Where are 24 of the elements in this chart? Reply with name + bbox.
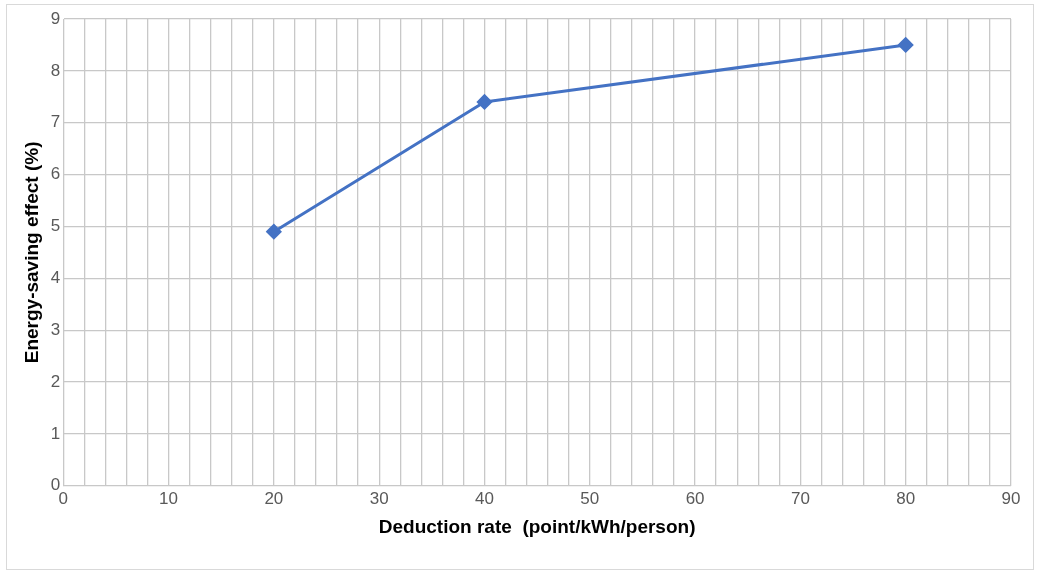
x-tick-label: 30 <box>369 488 389 508</box>
x-tick-label: 70 <box>790 488 810 508</box>
point <box>898 37 914 53</box>
y-tick-label: 0 <box>50 475 61 495</box>
y-tick-label: 2 <box>50 371 61 391</box>
y-tick-label: 5 <box>50 216 61 236</box>
x-tick-label: 90 <box>1001 488 1021 508</box>
point <box>476 94 492 110</box>
y-tick-label: 6 <box>50 164 61 184</box>
x-tick-label: 20 <box>264 488 284 508</box>
y-tick-label: 1 <box>50 423 61 443</box>
y-tick-label: 9 <box>50 8 61 28</box>
x-axis-title: Deduction rate (point/kWh/person) <box>378 515 696 537</box>
y-tick-label: 8 <box>50 60 61 80</box>
x-tick-label: 50 <box>580 488 600 508</box>
x-tick-label: 60 <box>685 488 705 508</box>
point <box>266 224 282 240</box>
x-tick-label: 10 <box>159 488 179 508</box>
x-tick-label: 80 <box>896 488 916 508</box>
x-tick-label: 40 <box>475 488 494 508</box>
y-axis-title: Energy-saving effect (%) <box>20 141 42 364</box>
y-tick-label: 4 <box>50 268 61 288</box>
y-tick-label: 7 <box>50 112 61 132</box>
y-tick-label: 3 <box>50 319 61 339</box>
